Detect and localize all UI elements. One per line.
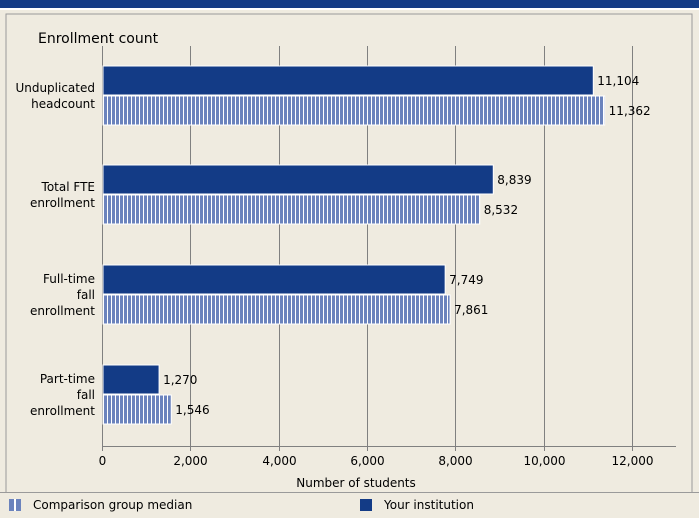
category-label: fall — [77, 388, 95, 402]
legend-label-institution: Your institution — [384, 498, 474, 512]
bar-value-label: 8,532 — [484, 203, 518, 217]
category-label: Total FTE — [41, 180, 95, 194]
plot-frame — [5, 13, 693, 492]
bar-value-label: 11,104 — [597, 74, 639, 88]
category-label: headcount — [31, 97, 95, 111]
category-label: enrollment — [30, 404, 95, 418]
bar-value-label: 1,546 — [175, 403, 209, 417]
bar-value-label: 1,270 — [163, 373, 197, 387]
x-axis-title: Number of students — [296, 476, 416, 490]
bar-comparison — [102, 394, 172, 425]
x-tick-label: 8,000 — [438, 454, 472, 468]
legend-swatch-institution — [360, 499, 372, 511]
legend-swatch-comparison — [9, 499, 21, 511]
bar-comparison — [102, 194, 481, 225]
x-tick-label: 4,000 — [262, 454, 296, 468]
bar-value-label: 8,839 — [497, 173, 531, 187]
bar-institution — [102, 264, 446, 295]
bar-comparison — [102, 294, 451, 325]
category-label: Part-time — [40, 372, 95, 386]
category-label: Unduplicated — [15, 81, 95, 95]
bar-value-label: 7,861 — [454, 303, 488, 317]
enrollment-chart: Enrollment count 0 2,000 4,000 6,000 8,000 10… — [5, 13, 693, 492]
category-label: Full-time — [43, 272, 95, 286]
header-bar — [0, 0, 699, 8]
bar-institution — [102, 364, 160, 395]
bar-comparison — [102, 95, 606, 126]
legend-label-comparison: Comparison group median — [33, 498, 193, 512]
category-label: enrollment — [30, 196, 95, 210]
x-tick-label: 12,000 — [612, 454, 654, 468]
header-divider — [0, 8, 699, 10]
bar-value-label: 7,749 — [449, 273, 483, 287]
category-label: fall — [77, 288, 95, 302]
bar-institution — [102, 65, 594, 96]
chart-title: Enrollment count — [38, 31, 159, 47]
x-tick-label: 10,000 — [524, 454, 566, 468]
bar-institution — [102, 164, 494, 195]
bar-value-label: 11,362 — [609, 104, 651, 118]
legend: Comparison group median Your institution — [0, 492, 699, 518]
category-label: enrollment — [30, 304, 95, 318]
x-tick-label: 0 — [99, 454, 107, 468]
x-tick-label: 2,000 — [173, 454, 207, 468]
x-tick-label: 6,000 — [350, 454, 384, 468]
